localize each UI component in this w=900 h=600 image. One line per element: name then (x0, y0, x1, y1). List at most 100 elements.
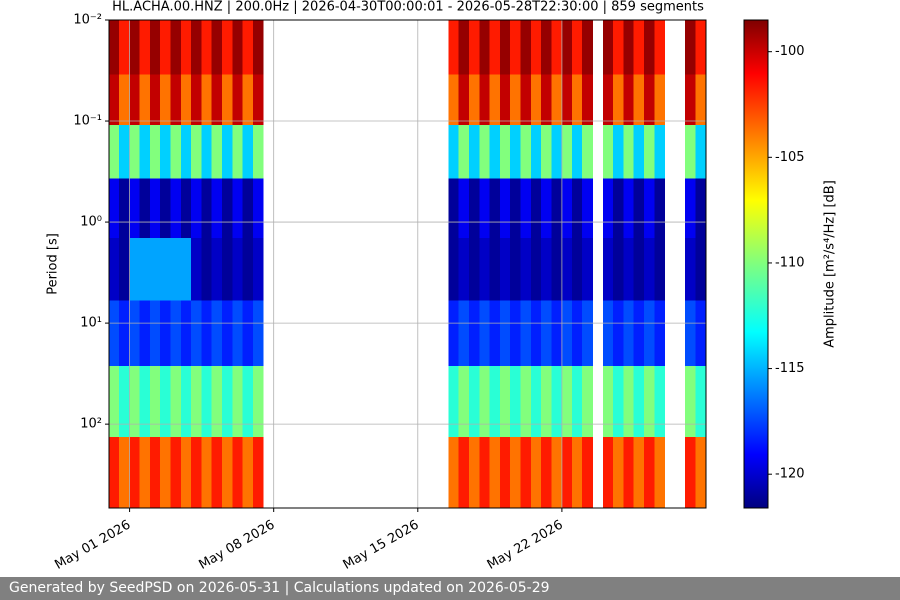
cell (170, 178, 182, 239)
cell (458, 436, 470, 509)
y-tick-label: 10¹ (80, 316, 102, 331)
cell (211, 178, 223, 239)
cell (252, 124, 264, 180)
cell (499, 238, 511, 301)
cell (530, 178, 542, 239)
cell (139, 300, 151, 367)
cell (602, 366, 614, 438)
cell (469, 300, 480, 367)
cell (469, 238, 480, 301)
cell (530, 19, 542, 75)
cell (242, 238, 254, 301)
cell (108, 238, 120, 301)
colorbar-label: Amplitude [m²/s⁴/Hz] [dB] (823, 180, 838, 348)
cell (530, 366, 542, 438)
cell (541, 300, 552, 367)
cell (613, 19, 624, 75)
cell (119, 238, 130, 301)
cell (489, 300, 501, 367)
cell (119, 300, 130, 367)
cell (582, 124, 594, 180)
cell (232, 74, 244, 126)
cell (211, 124, 223, 180)
colorbar (743, 19, 769, 509)
cell (541, 366, 552, 438)
cell (232, 19, 244, 75)
cell (469, 19, 480, 75)
cell (623, 178, 635, 239)
cell (119, 74, 130, 126)
cell (685, 19, 696, 75)
cell (180, 19, 192, 75)
cell (499, 19, 511, 75)
cell (695, 238, 707, 301)
cell (458, 366, 470, 438)
cell (489, 436, 501, 509)
cell (561, 19, 573, 75)
cell (602, 436, 614, 509)
cell (252, 366, 264, 438)
cell (613, 238, 624, 301)
cell (613, 300, 624, 367)
cell (191, 178, 202, 239)
cell (139, 366, 151, 438)
cell (489, 19, 501, 75)
cell (149, 74, 161, 126)
cell (139, 74, 151, 126)
cell (623, 19, 635, 75)
cell (530, 436, 542, 509)
cell (448, 436, 460, 509)
cell (643, 436, 655, 509)
cell (149, 366, 161, 438)
cell (582, 366, 594, 438)
cell (479, 74, 491, 126)
cell (139, 178, 151, 239)
cell (180, 300, 192, 367)
cell (149, 124, 161, 180)
cell (129, 238, 141, 301)
cell (654, 178, 666, 239)
cell (602, 300, 614, 367)
cell (551, 300, 563, 367)
cell (571, 238, 583, 301)
cell (149, 238, 161, 301)
cell (469, 74, 480, 126)
cell (129, 19, 141, 75)
cell (571, 436, 583, 509)
cell (510, 19, 521, 75)
cell (479, 124, 491, 180)
cell (582, 178, 594, 239)
cell (160, 178, 172, 239)
cell (448, 300, 460, 367)
cell (571, 366, 583, 438)
cell (551, 238, 563, 301)
cell (695, 300, 707, 367)
cell (108, 178, 120, 239)
cell (119, 19, 130, 75)
cell (160, 19, 172, 75)
cell (571, 124, 583, 180)
cell (119, 366, 130, 438)
cell (129, 436, 141, 509)
cell (499, 300, 511, 367)
cell (643, 124, 655, 180)
cell (108, 436, 120, 509)
cell (571, 19, 583, 75)
cell (633, 238, 645, 301)
cell (180, 74, 192, 126)
cell (520, 178, 532, 239)
footer: Generated by SeedPSD on 2026-05-31 | Cal… (0, 577, 900, 600)
cell (510, 238, 521, 301)
cell (129, 366, 141, 438)
cell (201, 124, 213, 180)
cell (613, 178, 624, 239)
cell (479, 19, 491, 75)
cell (520, 366, 532, 438)
cell (252, 19, 264, 75)
cell (469, 366, 480, 438)
cell (170, 124, 182, 180)
cell (489, 124, 501, 180)
cell (252, 178, 264, 239)
cell (242, 124, 254, 180)
cell (561, 436, 573, 509)
